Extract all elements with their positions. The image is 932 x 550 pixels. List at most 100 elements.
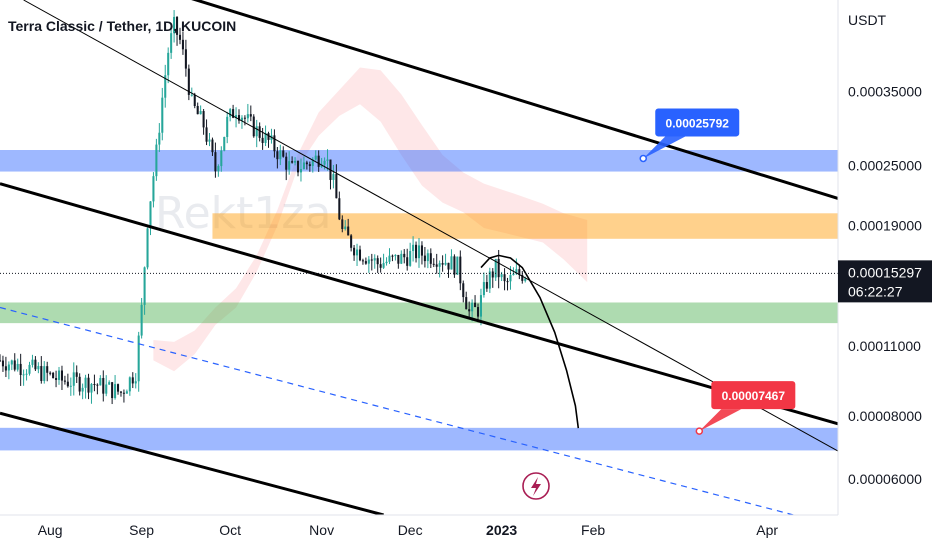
candle-body: [388, 255, 391, 262]
candle-body: [423, 255, 426, 262]
cloud-area: [153, 67, 588, 372]
zone-2: [0, 302, 838, 324]
candle-body: [52, 372, 55, 379]
price-tick-label: 0.00025000: [848, 157, 922, 173]
candle-body: [211, 139, 214, 153]
candle-body: [288, 161, 291, 170]
candle-body: [435, 264, 438, 267]
candle-body: [320, 164, 323, 167]
candle-body: [55, 378, 58, 380]
candle-body: [202, 111, 205, 128]
price-axis[interactable]: 0.00035000 0.00025000 0.00019000 0.00011000…: [848, 83, 922, 487]
last-price-label: 0.00015297: [848, 264, 922, 280]
price-tick-label: 0.00011000: [848, 338, 921, 354]
candle-body: [305, 162, 308, 165]
candle-body: [137, 335, 140, 382]
candle-body: [400, 253, 403, 264]
candle-body: [412, 244, 415, 252]
time-tick-label: Apr: [756, 522, 778, 538]
candle-body: [394, 254, 397, 257]
price-callout-1[interactable]: 0.00007467: [695, 381, 796, 435]
time-tick-label: Sep: [129, 522, 154, 538]
candle-body: [46, 366, 49, 373]
candle-body: [19, 363, 22, 376]
candle-body: [173, 16, 176, 34]
candle-body: [503, 274, 506, 282]
candle-body: [235, 115, 238, 118]
trendline-4[interactable]: [0, 306, 794, 515]
candle-body: [291, 161, 294, 163]
time-tick-label: Aug: [38, 522, 63, 538]
zone-3: [0, 427, 838, 451]
candle-body: [459, 256, 462, 284]
candle-body: [134, 381, 137, 384]
candle-body: [63, 380, 66, 382]
candle-body: [249, 114, 252, 117]
zone-layer: [0, 150, 838, 451]
candle-body: [223, 136, 226, 151]
candle-body: [140, 304, 143, 336]
last-price-box: [838, 260, 932, 303]
price-tick-label: 0.00035000: [848, 83, 922, 99]
callouts[interactable]: 0.00025792 0.00007467: [639, 108, 796, 435]
candle-body: [205, 127, 208, 142]
candle-body: [509, 275, 512, 282]
candle-body: [99, 378, 102, 386]
candle-body: [341, 219, 344, 229]
candle-body: [364, 261, 367, 264]
candle-body: [456, 256, 459, 275]
candle-body: [255, 126, 258, 137]
price-callout-0[interactable]: 0.00025792: [639, 108, 740, 163]
candle-body: [518, 269, 521, 275]
candle-body: [273, 135, 276, 152]
candle-body: [420, 245, 423, 256]
candle-body: [285, 156, 288, 170]
candle-body: [506, 281, 509, 283]
candle-body: [323, 160, 326, 165]
callout-anchor[interactable]: [695, 427, 704, 435]
candle-body: [237, 115, 241, 121]
candle-body: [128, 377, 131, 392]
candle-body: [373, 258, 376, 261]
candle-body: [308, 164, 311, 167]
candle-body: [370, 259, 373, 261]
candle-body: [314, 155, 317, 160]
trendlines[interactable]: [0, 0, 838, 515]
candle-body: [131, 377, 134, 384]
candle-body: [465, 297, 468, 310]
candle-body: [190, 94, 193, 96]
callout-label: 0.00025792: [666, 116, 730, 130]
candle-body: [84, 377, 87, 388]
trendline-2[interactable]: [0, 411, 384, 515]
candle-body: [409, 251, 412, 266]
projection-curve[interactable]: [480, 254, 580, 429]
candle-body: [34, 359, 37, 370]
time-axis[interactable]: Aug Sep Oct Nov Dec 2023 Feb Apr: [38, 522, 779, 538]
candle-body: [152, 176, 155, 202]
trendline-3[interactable]: [23, 0, 838, 452]
time-tick-label: Nov: [309, 522, 334, 538]
candle-body: [403, 253, 406, 258]
candle-body: [485, 282, 488, 289]
plot-area[interactable]: 0.00025792 0.00007467: [0, 0, 838, 515]
trendline-0[interactable]: [183, 0, 838, 200]
candle-body: [116, 384, 120, 392]
chart-title: Terra Classic / Tether, 1D, KUCOIN: [8, 18, 236, 34]
candle-body: [350, 235, 353, 248]
candle-body: [335, 174, 338, 199]
bolt-icon[interactable]: [522, 472, 550, 500]
candle-body: [31, 359, 34, 365]
callout-anchor[interactable]: [639, 154, 648, 163]
candle-body: [294, 160, 297, 163]
candle-body: [184, 49, 187, 69]
candle-body: [105, 384, 108, 394]
time-tick-label: Oct: [219, 522, 241, 538]
candle-body: [515, 269, 518, 274]
zone-1: [212, 213, 838, 239]
candle-body: [361, 260, 364, 262]
candle-body: [246, 114, 249, 119]
trendline-1[interactable]: [0, 182, 838, 426]
candle-body: [379, 264, 382, 268]
candle-body: [264, 133, 267, 143]
